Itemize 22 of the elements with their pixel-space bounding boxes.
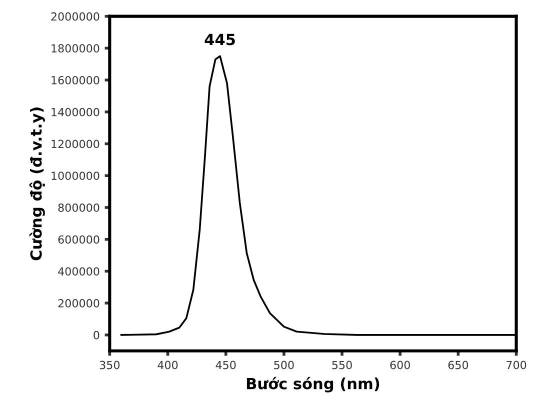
x-axis-title: Bước sóng (nm) — [246, 376, 380, 392]
y-tick-label: 1400000 — [52, 108, 100, 116]
x-tick-label: 450 — [216, 360, 236, 370]
y-tick-label: 200000 — [58, 299, 100, 308]
y-tick-label: 800000 — [58, 203, 100, 212]
y-tick-label: 1200000 — [52, 140, 100, 148]
y-axis-title: Cường độ (đ.v.t.y) — [29, 108, 45, 260]
x-tick-label: 550 — [332, 360, 352, 370]
x-tick-label: 600 — [390, 360, 410, 370]
x-tick-label: 700 — [506, 360, 526, 370]
x-tick-label: 350 — [100, 360, 120, 370]
y-tick-label: 1800000 — [52, 44, 100, 53]
x-tick-label: 650 — [448, 360, 468, 370]
y-tick-label: 600000 — [58, 235, 100, 244]
annotation: 445 — [204, 34, 235, 46]
x-tick-label: 400 — [158, 360, 178, 370]
y-tick-label: 2000000 — [51, 12, 100, 21]
y-tick-label: 400000 — [58, 267, 100, 276]
y-tick-label: 0 — [94, 330, 100, 340]
x-tick-label: 500 — [274, 360, 294, 370]
y-tick-label: 1000000 — [52, 172, 100, 180]
y-tick-label: 1600000 — [52, 76, 100, 84]
